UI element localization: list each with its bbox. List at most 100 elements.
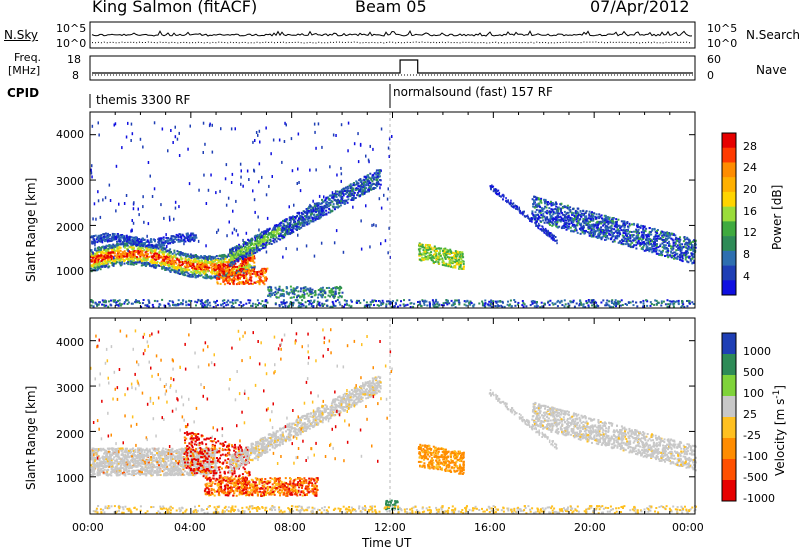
range-gate-cell	[236, 246, 239, 249]
range-gate-cell	[433, 261, 435, 264]
range-gate-cell	[458, 255, 461, 258]
range-gate-cell	[285, 224, 288, 227]
range-gate-cell	[109, 259, 111, 261]
range-gate-cell	[691, 244, 694, 247]
range-gate-cell	[253, 281, 256, 284]
range-gate-cell	[223, 276, 226, 279]
range-gate-cell	[276, 230, 279, 233]
range-gate-cell	[374, 187, 377, 189]
range-gate-cell	[156, 252, 159, 255]
range-gate-cell	[194, 258, 197, 261]
range-gate-cell	[670, 237, 673, 240]
vel-cb-tick-25: 25	[743, 408, 757, 421]
range-gate-cell	[427, 246, 430, 249]
range-gate-cell	[114, 254, 116, 257]
range-gate-cell	[320, 215, 323, 218]
range-gate-cell	[306, 213, 309, 216]
range-gate-cell	[375, 183, 377, 186]
range-gate-cell	[552, 208, 555, 211]
range-gate-cell	[256, 273, 259, 276]
range-gate-cell	[293, 203, 295, 207]
range-gate-cell	[330, 291, 333, 294]
range-gate-cell	[372, 188, 375, 190]
range-gate-cell	[231, 247, 234, 251]
range-gate-cell	[198, 271, 201, 274]
range-gate-cell	[234, 266, 237, 269]
range-gate-cell	[222, 257, 225, 260]
range-gate-cell	[140, 246, 143, 249]
range-gate-cell	[435, 254, 438, 257]
range-gate-cell	[688, 241, 691, 244]
range-gate-cell	[315, 215, 318, 218]
range-gate-cell	[378, 175, 381, 178]
range-gate-cell	[212, 261, 215, 263]
range-gate-cell	[435, 258, 438, 261]
range-gate-cell	[297, 220, 300, 223]
range-gate-cell	[316, 208, 319, 211]
range-gate-cell	[293, 291, 295, 294]
range-gate-cell	[289, 285, 292, 288]
range-gate-cell	[358, 190, 361, 193]
range-gate-cell	[314, 215, 317, 218]
range-gate-cell	[284, 121, 286, 125]
range-gate-cell	[310, 296, 313, 298]
range-gate-cell	[246, 243, 249, 246]
vel-cb-tick-m100: -100	[743, 450, 768, 463]
range-gate-cell	[153, 121, 156, 125]
range-gate-cell	[252, 189, 254, 193]
range-gate-cell	[202, 257, 205, 259]
range-gate-cell	[192, 268, 195, 271]
range-gate-cell	[155, 264, 158, 267]
range-gate-cell	[108, 183, 111, 187]
range-gate-cell	[446, 249, 449, 252]
range-gate-cell	[387, 251, 389, 255]
range-gate-cell	[268, 232, 271, 235]
range-gate-cell	[146, 234, 148, 238]
range-gate-cell	[134, 256, 137, 259]
range-gate-cell	[115, 256, 118, 259]
range-gate-cell	[375, 169, 378, 172]
range-gate-cell	[489, 185, 491, 188]
range-gate-cell	[319, 207, 321, 210]
range-gate-cell	[187, 239, 189, 242]
range-gate-cell	[419, 252, 422, 255]
range-gate-cell	[364, 181, 367, 183]
range-gate-cell	[371, 180, 374, 183]
range-gate-cell	[342, 201, 345, 204]
range-gate-cell	[136, 241, 139, 244]
range-gate-cell	[627, 226, 630, 229]
range-gate-cell	[119, 253, 122, 255]
range-gate-cell	[261, 273, 264, 276]
range-gate-cell	[160, 246, 163, 249]
range-gate-cell	[157, 238, 160, 241]
range-gate-cell	[650, 233, 653, 236]
range-gate-cell	[318, 194, 321, 198]
range-gate-cell	[259, 244, 262, 247]
range-gate-cell	[565, 213, 568, 216]
range-gate-cell	[304, 289, 307, 292]
range-gate-cell	[531, 210, 534, 213]
range-gate-cell	[635, 231, 638, 234]
range-gate-cell	[245, 263, 248, 265]
range-gate-cell	[306, 218, 309, 221]
range-gate-cell	[140, 240, 143, 243]
range-gate-cell	[249, 254, 252, 257]
range-gate-cell	[124, 254, 127, 257]
range-gate-cell	[118, 238, 121, 241]
range-gate-cell	[545, 206, 548, 209]
range-gate-cell	[299, 217, 302, 219]
range-gate-cell	[172, 255, 175, 258]
range-gate-cell	[334, 206, 337, 209]
range-gate-cell	[336, 287, 339, 290]
range-gate-cell	[246, 270, 249, 272]
range-gate-cell	[241, 258, 244, 261]
range-gate-cell	[457, 262, 460, 265]
range-gate-cell	[433, 256, 436, 259]
range-gate-cell	[159, 255, 162, 258]
range-gate-cell	[490, 186, 492, 189]
range-gate-cell	[132, 253, 135, 256]
range-gate-cell	[143, 249, 146, 252]
range-gate-cell	[220, 263, 223, 265]
range-gate-cell	[207, 255, 210, 258]
range-gate-cell	[635, 247, 638, 250]
